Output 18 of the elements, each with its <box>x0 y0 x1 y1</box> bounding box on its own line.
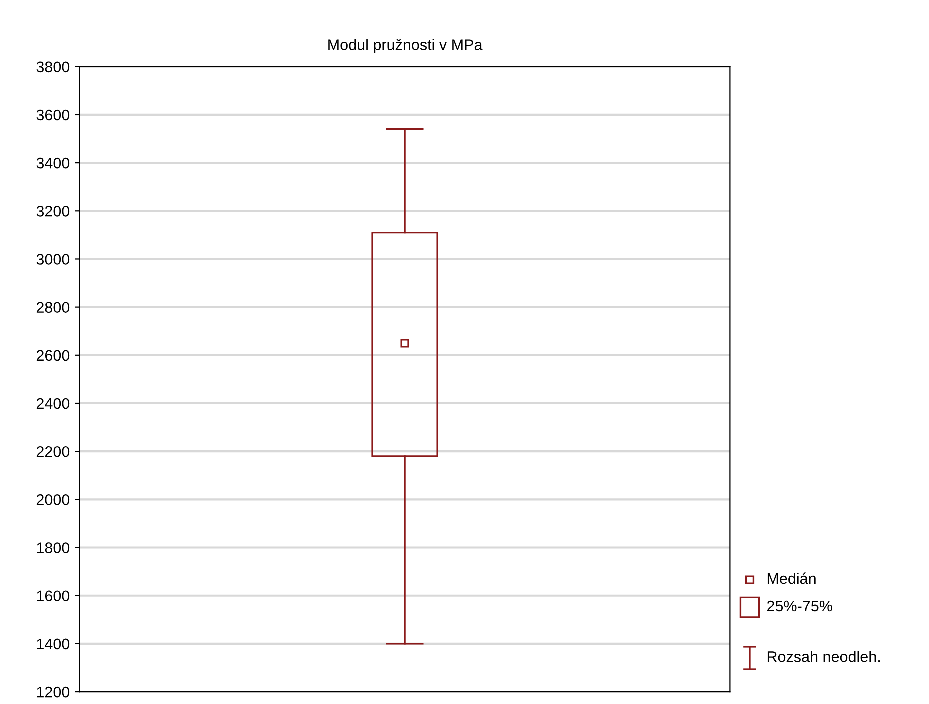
y-tick-label: 3400 <box>36 158 70 169</box>
y-tick-label: 3000 <box>36 254 70 265</box>
y-tick-label: 3800 <box>36 62 70 73</box>
y-tick-label: 1800 <box>37 542 70 554</box>
y-tick-label: 2800 <box>36 302 70 314</box>
y-tick-label: 3200 <box>36 206 70 217</box>
y-tick-label: 2600 <box>36 350 70 362</box>
y-tick-label: 1600 <box>37 590 70 602</box>
y-tick-label: 2200 <box>36 446 70 458</box>
text: 25%-75% <box>767 600 832 612</box>
y-tick-label: 1400 <box>37 638 70 650</box>
text: Medián <box>768 572 816 584</box>
chart-title: Modul pružnosti v MPa <box>328 39 483 54</box>
y-tick-label: 3600 <box>36 110 70 121</box>
text: Rozsah neodleh. <box>768 651 880 662</box>
y-tick-label: 2000 <box>36 494 70 506</box>
y-tick-label: 2400 <box>36 398 70 410</box>
y-tick-label: 1200 <box>37 686 70 698</box>
